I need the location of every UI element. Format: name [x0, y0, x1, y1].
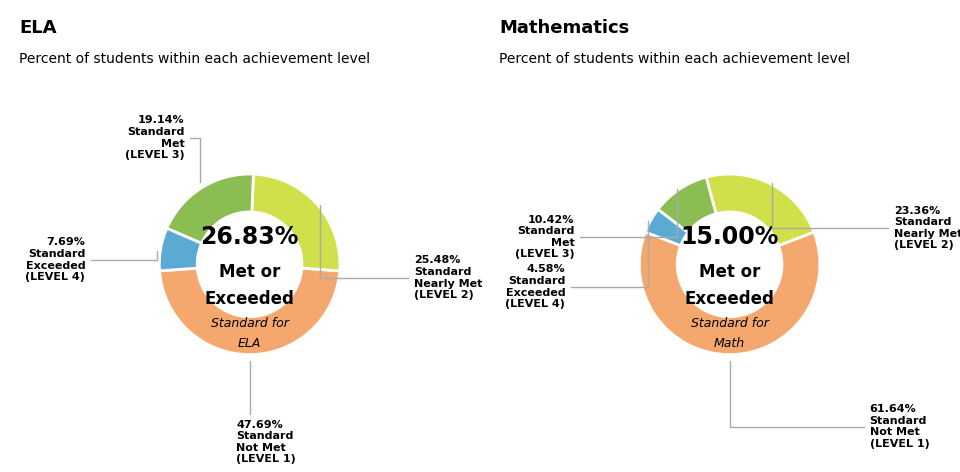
Text: Exceeded: Exceeded [204, 290, 295, 308]
Wedge shape [639, 232, 820, 354]
Text: Met or: Met or [219, 262, 280, 280]
Text: ELA: ELA [19, 19, 57, 37]
Wedge shape [707, 174, 814, 245]
Text: 23.36%
Standard
Nearly Met
(LEVEL 2): 23.36% Standard Nearly Met (LEVEL 2) [772, 184, 960, 251]
Text: ELA: ELA [238, 337, 261, 350]
Wedge shape [645, 210, 688, 245]
Text: 15.00%: 15.00% [681, 225, 779, 249]
Text: 7.69%
Standard
Exceeded
(LEVEL 4): 7.69% Standard Exceeded (LEVEL 4) [25, 237, 157, 282]
Wedge shape [159, 228, 202, 271]
Text: 26.83%: 26.83% [201, 225, 299, 249]
Wedge shape [658, 177, 716, 233]
Wedge shape [159, 268, 340, 354]
Text: Standard for: Standard for [210, 317, 289, 329]
Text: Percent of students within each achievement level: Percent of students within each achievem… [499, 52, 851, 66]
Text: 25.48%
Standard
Nearly Met
(LEVEL 2): 25.48% Standard Nearly Met (LEVEL 2) [320, 205, 482, 300]
Wedge shape [167, 174, 253, 244]
Text: Mathematics: Mathematics [499, 19, 630, 37]
Text: Percent of students within each achievement level: Percent of students within each achievem… [19, 52, 371, 66]
Text: Standard for: Standard for [690, 317, 769, 329]
Text: Met or: Met or [699, 262, 760, 280]
Text: 47.69%
Standard
Not Met
(LEVEL 1): 47.69% Standard Not Met (LEVEL 1) [236, 361, 296, 464]
Text: 61.64%
Standard
Not Met
(LEVEL 1): 61.64% Standard Not Met (LEVEL 1) [730, 361, 929, 449]
Text: 10.42%
Standard
Met
(LEVEL 3): 10.42% Standard Met (LEVEL 3) [515, 189, 678, 260]
Wedge shape [252, 174, 340, 271]
Text: 4.58%
Standard
Exceeded
(LEVEL 4): 4.58% Standard Exceeded (LEVEL 4) [505, 221, 648, 309]
Text: Exceeded: Exceeded [684, 290, 775, 308]
Text: Math: Math [714, 337, 745, 350]
Text: 19.14%
Standard
Met
(LEVEL 3): 19.14% Standard Met (LEVEL 3) [125, 115, 200, 182]
